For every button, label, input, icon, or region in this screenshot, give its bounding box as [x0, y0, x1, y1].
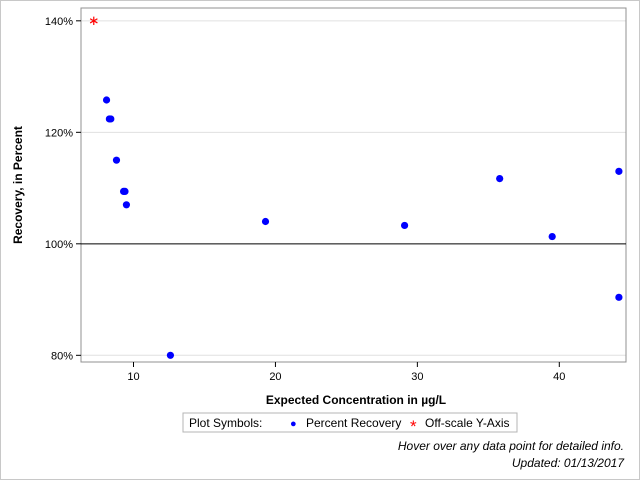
data-point-percent-recovery[interactable]	[615, 293, 623, 301]
legend: Plot Symbols: ● Percent Recovery * Off-s…	[182, 412, 518, 436]
updated-note: Updated: 01/13/2017	[512, 456, 625, 470]
y-tick-label: 140%	[45, 16, 73, 28]
data-point-off-scale[interactable]	[89, 16, 98, 26]
data-point-percent-recovery[interactable]	[615, 167, 623, 175]
data-point-percent-recovery[interactable]	[400, 221, 409, 230]
x-axis-label: Expected Concentration in µg/L	[266, 393, 446, 407]
legend-box	[182, 412, 518, 433]
x-tick-label: 20	[269, 371, 281, 383]
data-point-percent-recovery[interactable]	[102, 96, 111, 104]
legend-label-off-scale: Off-scale Y-Axis	[425, 416, 509, 430]
data-point-percent-recovery[interactable]	[548, 232, 556, 241]
hover-note: Hover over any data point for detailed i…	[398, 439, 624, 453]
x-tick-label: 40	[553, 371, 565, 383]
data-point-percent-recovery[interactable]	[112, 156, 121, 164]
legend-label-percent-recovery: Percent Recovery	[306, 416, 401, 430]
data-point-percent-recovery[interactable]	[107, 115, 115, 123]
legend-symbol-off-scale: *	[410, 417, 417, 436]
data-point-percent-recovery[interactable]	[261, 217, 270, 226]
x-tick-label: 10	[127, 371, 139, 383]
data-point-percent-recovery[interactable]	[121, 187, 129, 196]
data-point-percent-recovery[interactable]	[166, 351, 175, 359]
y-tick-label: 120%	[45, 127, 73, 139]
data-point-percent-recovery[interactable]	[122, 201, 131, 209]
x-tick-label: 30	[411, 371, 423, 383]
legend-title: Plot Symbols:	[189, 416, 262, 430]
y-tick-label: 100%	[45, 239, 73, 251]
plot-area	[80, 7, 627, 363]
y-tick-label: 80%	[51, 350, 73, 362]
data-point-percent-recovery[interactable]	[496, 174, 504, 183]
y-axis-label: Recovery, in Percent	[11, 126, 25, 244]
legend-symbol-percent-recovery: ●	[290, 418, 297, 430]
